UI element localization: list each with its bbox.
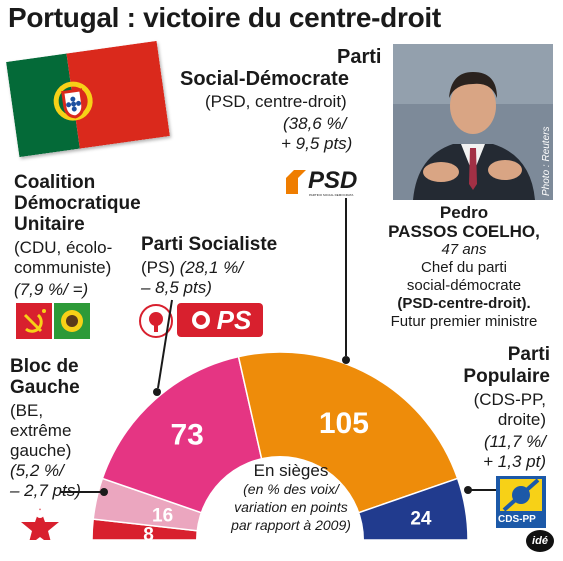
psd-name-2: Social-Démocrate: [180, 68, 349, 90]
person-last-name: PASSOS COELHO,: [388, 222, 540, 241]
seat-label-cdu: 16: [152, 506, 173, 527]
ps-leader-dot: [153, 388, 161, 396]
psd-result-2: + 9,5 pts): [281, 134, 353, 153]
idee-logo: idé: [526, 530, 554, 552]
seat-label-be: 8: [143, 525, 154, 546]
psd-result-1: (38,6 %/: [283, 114, 347, 133]
cdu-desc: (CDU, écolo- communiste): [14, 238, 113, 277]
psd-name: Parti: [337, 46, 382, 68]
pp-result: (11,7 %/ + 1,3 pt): [483, 432, 546, 471]
ps-leader-line: [157, 299, 173, 389]
person-age: 47 ans: [441, 241, 487, 258]
ps-name: Parti Socialiste: [141, 234, 278, 255]
pp-name: Parti Populaire: [463, 344, 550, 387]
psd-logo: PSD PARTIDO SOCIAL DEMOCRATA: [284, 166, 368, 198]
be-result: (5,2 %/ – 2,7 pts): [10, 461, 81, 500]
hammer-sickle-icon: [16, 303, 52, 339]
psd-desc: (PSD, centre-droit): [205, 92, 347, 111]
person-role-2: social-démocrate: [406, 277, 522, 294]
be-desc: (BE, extrême gauche): [10, 401, 72, 460]
seat-label-psd: 105: [319, 407, 369, 440]
cdu-name: Coalition Démocratique Unitaire: [14, 172, 141, 235]
center-label: En sièges (en % des voix/ variation en p…: [231, 461, 351, 534]
pp-desc: (CDS-PP, droite): [473, 390, 546, 429]
cdu-result: (7,9 %/ =): [14, 280, 89, 299]
be-leader-dot: [100, 488, 108, 496]
be-name: Bloc de Gauche: [10, 356, 80, 398]
psd-leader-dot: [342, 356, 350, 364]
hemicycle-baseline-mask: [0, 540, 563, 561]
be-star-icon: [20, 506, 60, 550]
person-first-name: Pedro: [439, 203, 489, 222]
pp-leader-dot: [464, 486, 472, 494]
portugal-flag-icon: [6, 40, 170, 158]
hemicycle-center: [196, 456, 364, 540]
portrait-photo: Photo : Reuters: [393, 44, 553, 200]
person-role-1: Chef du parti: [421, 259, 507, 276]
seat-label-cds-pp: 24: [410, 508, 432, 529]
ps-result-line-1: (PS) (28,1 %/: [141, 258, 244, 277]
person-party: (PSD-centre-droit).: [397, 295, 531, 312]
ps-logo: PS: [177, 303, 263, 337]
person-info: Pedro PASSOS COELHO, 47 ans Chef du part…: [365, 200, 563, 331]
seat-label-ps: 73: [171, 418, 204, 451]
person-future: Futur premier ministre: [390, 313, 538, 330]
sunflower-icon: [54, 303, 90, 339]
page-title: Portugal : victoire du centre-droit: [8, 2, 441, 33]
cds-pp-logo: CDS-PP: [496, 476, 546, 528]
ps-result-2: – 8,5 pts): [141, 278, 212, 297]
